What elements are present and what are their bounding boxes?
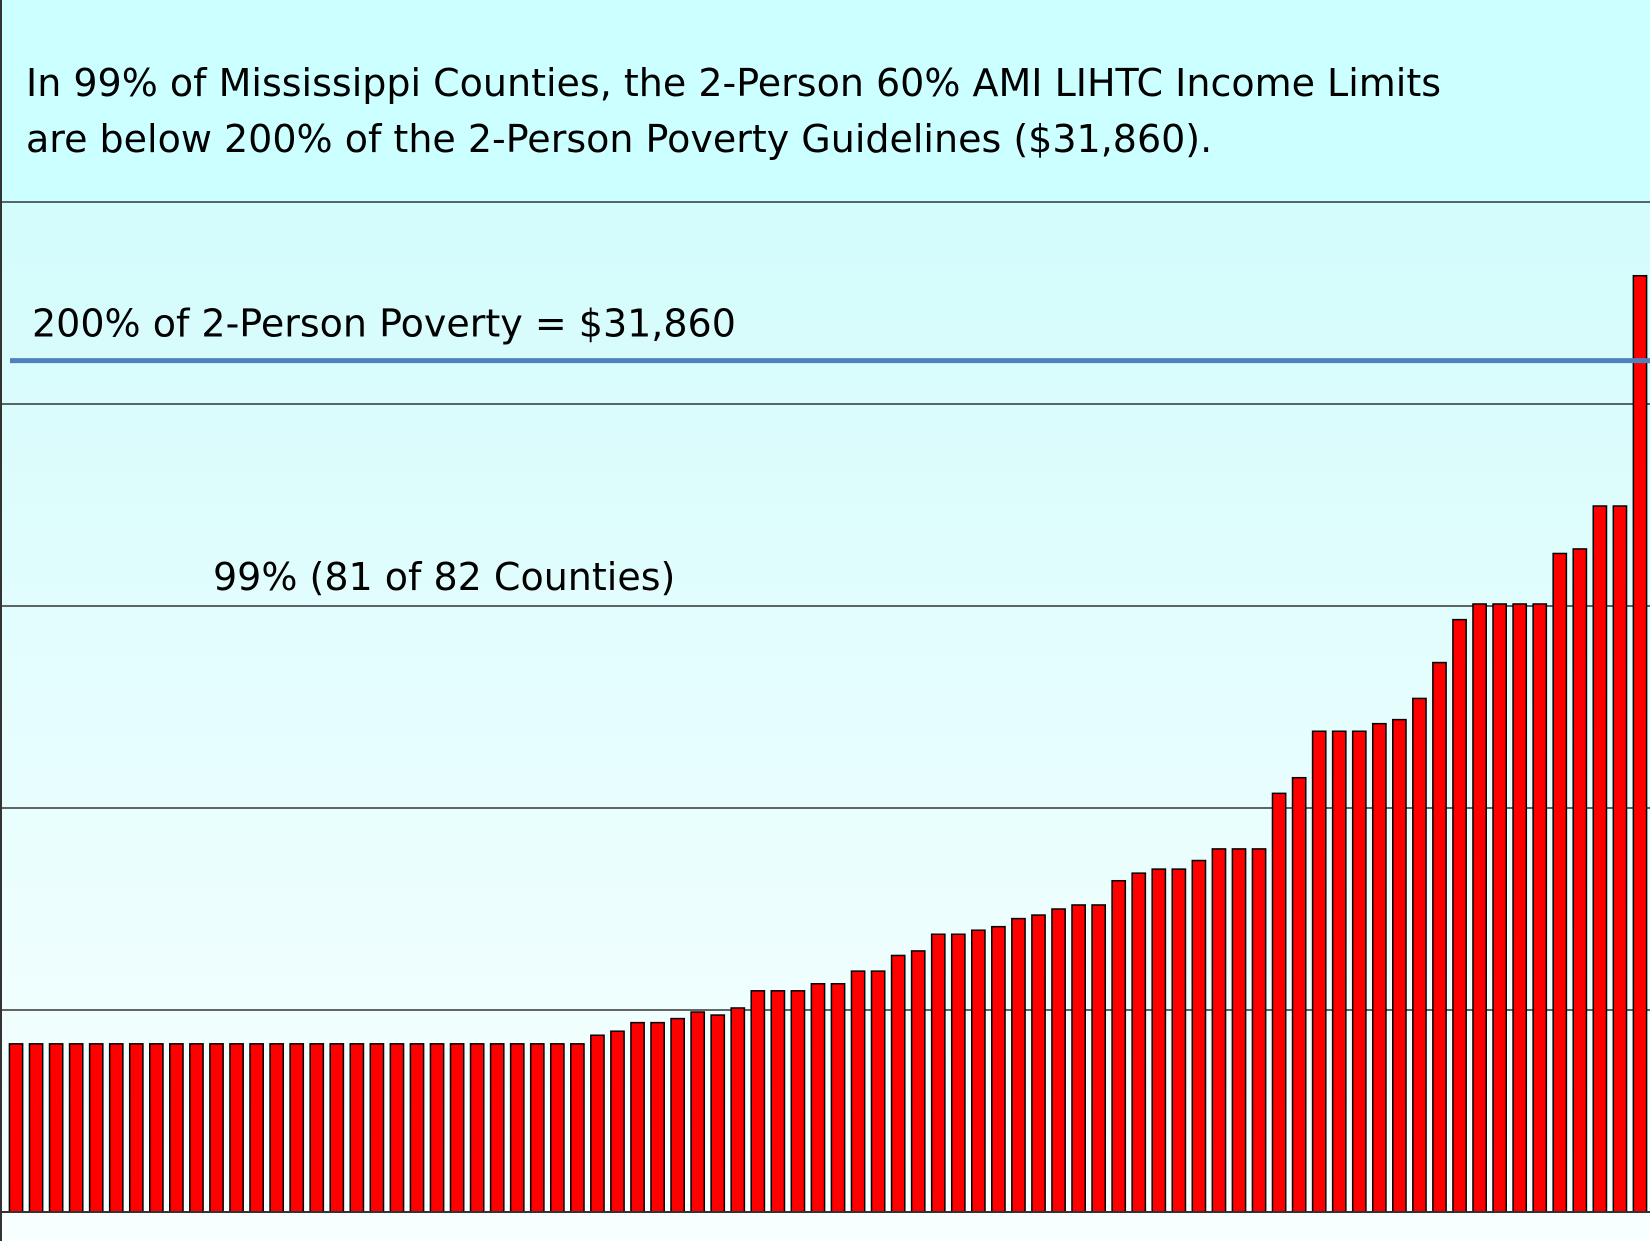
bar	[750, 990, 766, 1213]
bar	[1532, 603, 1548, 1213]
bar	[1291, 776, 1307, 1213]
bar	[730, 1007, 746, 1213]
bar	[1552, 552, 1568, 1213]
bar	[991, 925, 1006, 1213]
bar	[108, 1043, 124, 1213]
bar	[1191, 859, 1207, 1213]
bar	[850, 970, 866, 1213]
bar	[1051, 908, 1066, 1213]
bar	[970, 929, 986, 1213]
bar	[1412, 697, 1427, 1213]
bar	[329, 1043, 345, 1213]
bar	[1231, 848, 1247, 1213]
bar	[369, 1043, 385, 1213]
bar	[249, 1043, 264, 1213]
bar	[810, 982, 826, 1213]
bar	[1392, 718, 1407, 1213]
bar	[469, 1043, 485, 1213]
bar	[28, 1043, 44, 1213]
bar	[549, 1043, 565, 1213]
bar	[148, 1043, 164, 1213]
bar	[790, 990, 806, 1213]
bar	[650, 1021, 665, 1213]
bar	[1171, 868, 1187, 1213]
bar	[529, 1043, 545, 1213]
bar	[1572, 548, 1588, 1213]
bar	[1512, 603, 1528, 1213]
bar	[429, 1043, 445, 1213]
bar	[309, 1043, 325, 1213]
bar	[1131, 872, 1147, 1213]
bar	[489, 1043, 505, 1213]
title-line: are below 200% of the 2-Person Poverty G…	[26, 117, 1212, 161]
bar	[690, 1011, 706, 1213]
reference-label: 200% of 2-Person Poverty = $31,860	[32, 302, 736, 346]
bar	[1632, 274, 1648, 1213]
bar	[8, 1043, 24, 1213]
bar	[88, 1043, 104, 1213]
bar	[1331, 730, 1347, 1213]
bar	[710, 1014, 726, 1213]
bar	[289, 1043, 305, 1213]
bar	[1071, 904, 1086, 1213]
bar	[269, 1043, 285, 1213]
bar	[1612, 505, 1628, 1213]
bar	[930, 933, 946, 1213]
bar	[389, 1043, 405, 1213]
bar	[610, 1030, 625, 1213]
bar	[349, 1043, 365, 1213]
bar	[409, 1043, 425, 1213]
bar	[169, 1043, 184, 1213]
bar	[1371, 722, 1387, 1213]
bar	[1011, 917, 1026, 1213]
bar	[128, 1043, 144, 1213]
bar	[68, 1043, 84, 1213]
bar	[229, 1043, 244, 1213]
bar	[1251, 848, 1267, 1213]
bar	[950, 933, 966, 1213]
bar	[1472, 603, 1487, 1213]
bar	[1211, 848, 1227, 1213]
bar	[1592, 505, 1608, 1213]
bar	[1432, 661, 1447, 1213]
bar	[830, 982, 846, 1213]
bar	[1311, 730, 1327, 1213]
bar	[189, 1043, 204, 1213]
bar	[890, 954, 906, 1213]
title-line: In 99% of Mississippi Counties, the 2-Pe…	[26, 61, 1441, 105]
bar	[570, 1043, 585, 1213]
bar	[1351, 730, 1367, 1213]
bar	[770, 990, 786, 1213]
bar	[1151, 868, 1167, 1213]
bar	[209, 1043, 224, 1213]
bar	[48, 1043, 64, 1213]
bar	[449, 1043, 465, 1213]
bar	[509, 1043, 525, 1213]
bar	[1091, 904, 1107, 1213]
bar	[1452, 618, 1467, 1213]
bar	[1492, 603, 1508, 1213]
header-band	[0, 0, 1650, 202]
bar	[910, 950, 926, 1213]
bar	[1111, 879, 1127, 1213]
bar	[1271, 792, 1287, 1213]
bar	[590, 1034, 605, 1213]
bar	[1031, 914, 1046, 1213]
bar	[630, 1021, 645, 1213]
overlay: 200% of 2-Person Poverty = $31,860 99% (8…	[0, 302, 1650, 1213]
annotation: 99% (81 of 82 Counties)	[213, 555, 675, 599]
bar	[670, 1017, 686, 1213]
bar	[870, 970, 886, 1213]
